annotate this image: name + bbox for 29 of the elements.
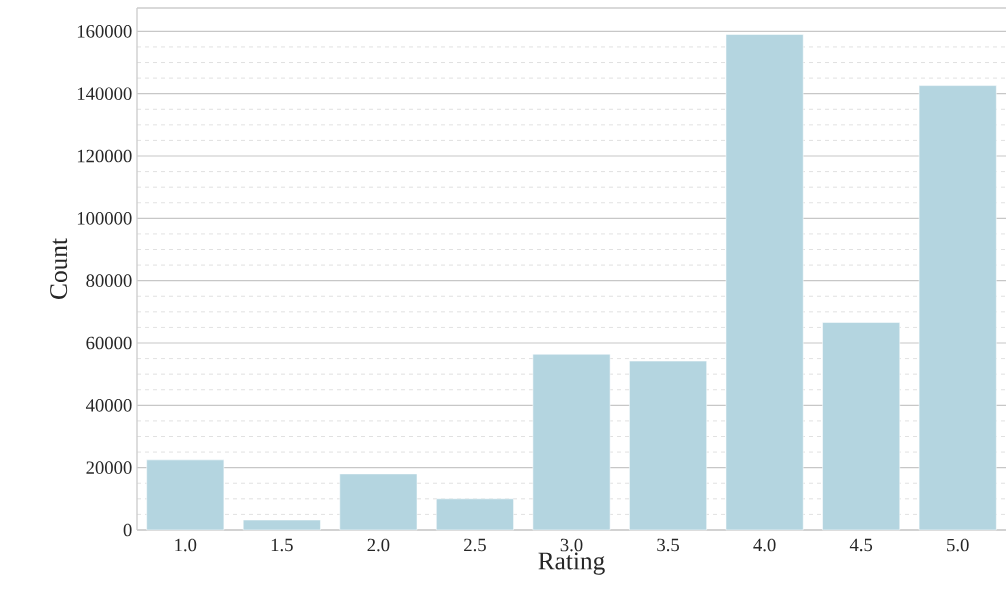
y-tick-label: 100000 — [77, 212, 132, 225]
x-tick-label: 4.5 — [849, 538, 873, 552]
x-tick-label: 5.0 — [947, 538, 969, 552]
x-tick-label: 1.0 — [175, 538, 197, 552]
bar — [532, 353, 611, 531]
y-tick-label: 40000 — [85, 399, 132, 412]
y-tick-label: 140000 — [77, 87, 132, 100]
bar — [918, 85, 997, 531]
y-tick-label: 80000 — [86, 274, 132, 287]
y-tick-label: 0 — [123, 523, 132, 537]
x-tick-label: 3.0 — [560, 538, 583, 552]
x-tick-label: 4.0 — [753, 538, 776, 552]
x-tick-label: 1.5 — [271, 538, 293, 552]
x-tick-label: 2.0 — [367, 538, 390, 552]
y-axis-title: Count — [50, 238, 68, 299]
bar — [725, 34, 804, 531]
y-tick-label: 60000 — [86, 336, 132, 350]
bar — [629, 360, 707, 531]
y-tick-label: 20000 — [86, 461, 132, 474]
bar — [436, 498, 514, 531]
x-tick-label: 3.5 — [657, 538, 679, 552]
bar — [339, 473, 418, 531]
y-tick-label: 160000 — [77, 25, 132, 38]
bar — [822, 322, 901, 531]
y-tick-label: 120000 — [77, 149, 132, 163]
bar — [146, 459, 225, 531]
bar — [242, 519, 321, 531]
x-tick-label: 2.5 — [464, 538, 486, 552]
x-axis-title: Rating — [538, 552, 605, 575]
